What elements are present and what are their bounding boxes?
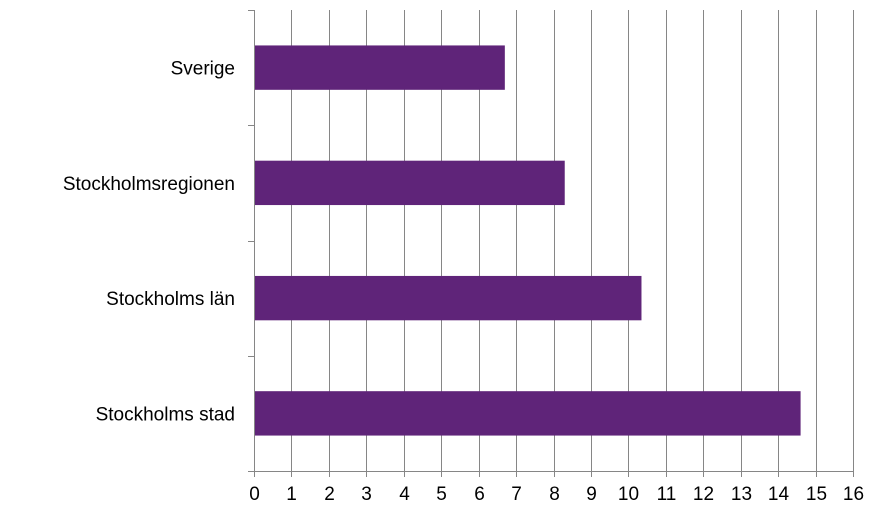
- category-label: Stockholms stad: [96, 404, 235, 425]
- x-tick-label: 10: [618, 484, 639, 505]
- x-tick-label: 4: [399, 484, 410, 505]
- x-tick-label: 12: [693, 484, 714, 505]
- x-tick-label: 6: [474, 484, 485, 505]
- x-tick-label: 7: [511, 484, 522, 505]
- x-tick-label: 15: [806, 484, 827, 505]
- x-tick-label: 1: [286, 484, 297, 505]
- x-tick-label: 13: [731, 484, 752, 505]
- x-tick-label: 14: [768, 484, 790, 505]
- x-tick-label: 0: [249, 484, 260, 505]
- category-label: Sverige: [171, 59, 235, 80]
- x-tick-label: 9: [586, 484, 597, 505]
- axes: [248, 10, 854, 477]
- x-tick-label: 8: [549, 484, 560, 505]
- bar-stockholms-stad: [255, 391, 801, 436]
- x-tick-label: 3: [361, 484, 372, 505]
- category-label: Stockholmsregionen: [63, 174, 235, 195]
- bar-sverige: [255, 45, 505, 90]
- category-label: Stockholms län: [106, 289, 235, 310]
- bars: [255, 45, 801, 436]
- x-tick-label: 5: [436, 484, 447, 505]
- bar-stockholms-lan: [255, 275, 642, 321]
- x-tick-label: 11: [657, 484, 677, 505]
- x-tick-label: 2: [324, 484, 335, 505]
- labels: 0 1 2 3 4 5 6 7 8 9 10 11 12 13 14 15 16SverigeStockholm…: [63, 59, 864, 505]
- bar-stockholmsregionen: [255, 160, 565, 206]
- x-tick-label: 16: [843, 484, 864, 505]
